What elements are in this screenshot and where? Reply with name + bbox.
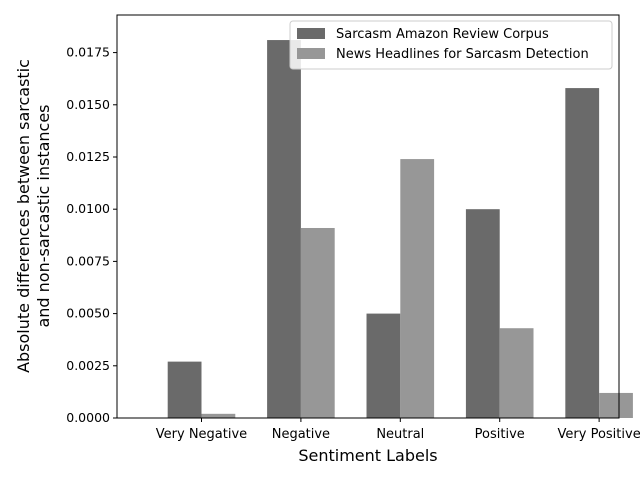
y-tick-label: 0.0125: [66, 149, 110, 164]
bar-amazon-neutral: [366, 313, 401, 418]
legend-swatch-news: [297, 48, 325, 59]
y-tick-label: 0.0075: [66, 253, 110, 268]
x-tick-label-positive: Positive: [475, 427, 525, 442]
bar-amazon-very-negative: [167, 361, 202, 418]
bar-news-very-positive: [599, 392, 633, 418]
x-tick-label-very-positive: Very Positive: [558, 427, 640, 442]
bar-amazon-very-positive: [565, 88, 600, 419]
legend-box: [289, 20, 613, 70]
x-axis-label: Sentiment Labels: [298, 446, 437, 465]
y-tick-label: 0.0025: [66, 358, 110, 373]
plot-frame: [116, 14, 620, 419]
legend-swatch-amazon: [297, 28, 325, 39]
x-axis: Very Negative Negative Neutral Positive Very…: [156, 418, 640, 442]
x-tick-label-neutral: Neutral: [376, 427, 424, 442]
y-axis: 0.0000 0.0025 0.0050 0.0075 0.0100 0.0125 0.01…: [66, 45, 117, 425]
y-tick-label: 0.0175: [66, 45, 110, 60]
y-axis-label-line-1: Absolute differences between sarcastic: [14, 59, 33, 373]
y-tick-label: 0.0100: [66, 201, 110, 216]
bar-news-negative: [300, 227, 335, 418]
x-tick-label-negative: Negative: [272, 427, 330, 442]
bar-amazon-positive: [465, 209, 500, 418]
y-tick-label: 0.0150: [66, 97, 110, 112]
bar-amazon-negative: [267, 40, 301, 418]
legend: Sarcasm Amazon Review Corpus News Headli…: [289, 20, 613, 70]
bar-news-positive: [499, 328, 534, 418]
x-tick-label-very-negative: Very Negative: [156, 427, 247, 442]
legend-label-news: News Headlines for Sarcasm Detection: [336, 47, 589, 62]
y-axis-label-line-2: and non-sarcastic instances: [34, 104, 53, 327]
y-tick-label: 0.0000: [66, 410, 110, 425]
bar-news-neutral: [400, 159, 435, 419]
bar-news-very-negative: [201, 413, 236, 418]
legend-label-amazon: Sarcasm Amazon Review Corpus: [336, 27, 549, 42]
y-tick-label: 0.0050: [66, 306, 110, 321]
bars-group: [167, 40, 633, 419]
